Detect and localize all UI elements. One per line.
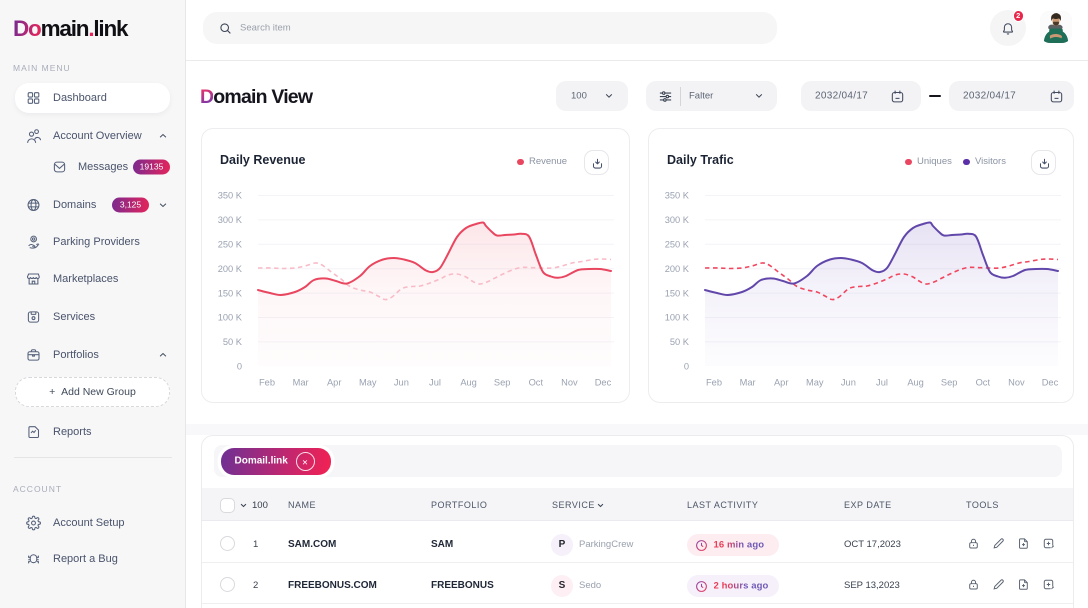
svg-text:Jun: Jun — [394, 378, 409, 388]
svg-text:Oct: Oct — [529, 378, 544, 388]
svg-text:Apr: Apr — [774, 378, 788, 388]
svg-text:Dec: Dec — [595, 378, 612, 388]
svg-text:200 K: 200 K — [665, 264, 690, 274]
svg-text:Sep: Sep — [941, 378, 958, 388]
svg-text:200 K: 200 K — [218, 264, 243, 274]
svg-text:Mar: Mar — [293, 378, 309, 388]
svg-text:Sep: Sep — [494, 378, 511, 388]
svg-text:250 K: 250 K — [665, 240, 690, 250]
svg-text:Apr: Apr — [327, 378, 341, 388]
svg-text:Aug: Aug — [907, 378, 924, 388]
svg-text:100 K: 100 K — [665, 313, 690, 323]
svg-text:Jun: Jun — [841, 378, 856, 388]
svg-text:50 K: 50 K — [670, 337, 690, 347]
svg-text:Feb: Feb — [706, 378, 722, 388]
svg-text:Jul: Jul — [429, 378, 441, 388]
svg-text:Mar: Mar — [740, 378, 756, 388]
svg-text:150 K: 150 K — [665, 288, 690, 298]
svg-text:Aug: Aug — [460, 378, 477, 388]
svg-text:100 K: 100 K — [218, 313, 243, 323]
svg-text:350 K: 350 K — [218, 191, 243, 201]
svg-text:Jul: Jul — [876, 378, 888, 388]
svg-text:Feb: Feb — [259, 378, 275, 388]
svg-text:150 K: 150 K — [218, 288, 243, 298]
svg-text:300 K: 300 K — [665, 215, 690, 225]
svg-text:May: May — [359, 378, 377, 388]
svg-text:Oct: Oct — [976, 378, 991, 388]
svg-text:Dec: Dec — [1042, 378, 1059, 388]
svg-text:350 K: 350 K — [665, 191, 690, 201]
svg-text:Nov: Nov — [561, 378, 578, 388]
svg-text:May: May — [806, 378, 824, 388]
svg-text:0: 0 — [237, 362, 242, 372]
svg-text:250 K: 250 K — [218, 240, 243, 250]
svg-text:Nov: Nov — [1008, 378, 1025, 388]
svg-text:50 K: 50 K — [223, 337, 243, 347]
svg-text:300 K: 300 K — [218, 215, 243, 225]
svg-text:0: 0 — [684, 362, 689, 372]
